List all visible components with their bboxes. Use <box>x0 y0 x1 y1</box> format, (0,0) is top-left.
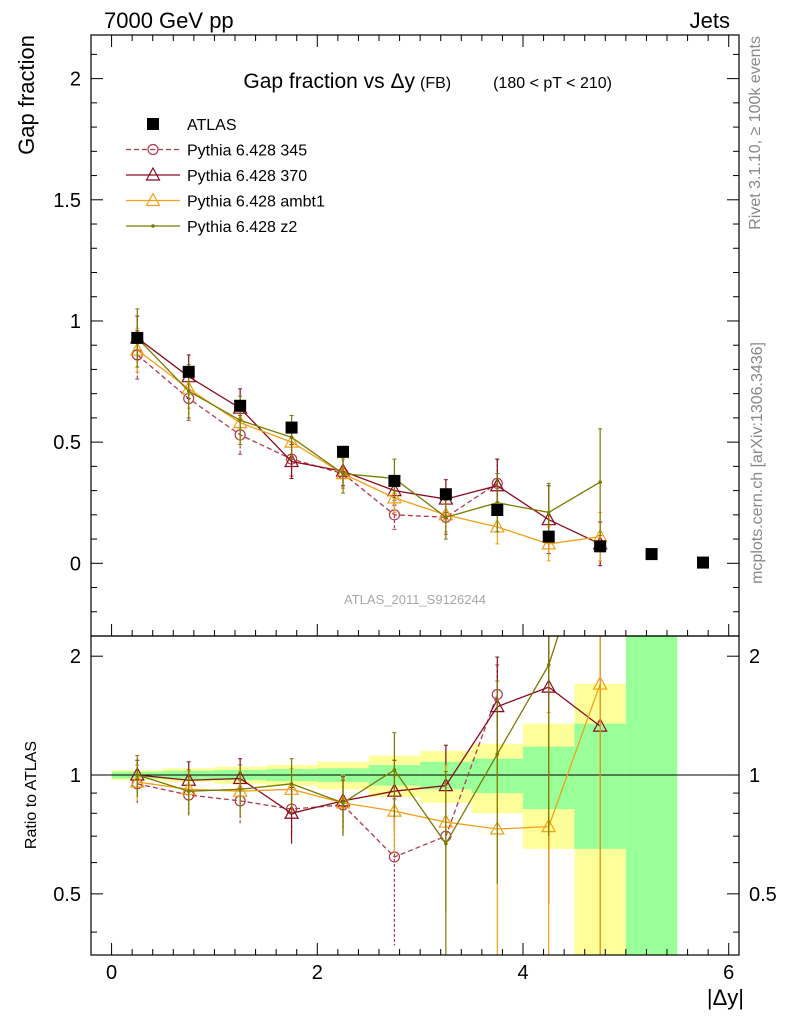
data-marker <box>131 331 144 344</box>
data-marker <box>439 488 452 501</box>
series-atlas <box>131 331 709 569</box>
y-tick-label: 1.5 <box>53 190 81 212</box>
header-left: 7000 GeV pp <box>104 8 234 33</box>
series-pythia-6-428-ambt1 <box>129 327 608 562</box>
series-line <box>136 349 601 545</box>
title-suffix: (FB) <box>420 75 451 92</box>
data-marker <box>135 773 140 777</box>
legend-item: Pythia 6.428 370 <box>126 166 307 185</box>
watermark: ATLAS_2011_S9126244 <box>344 592 486 607</box>
data-marker <box>546 510 551 515</box>
bottom-ylabel: Ratio to ATLAS <box>23 741 40 849</box>
series-line <box>136 337 601 518</box>
top-ylabel: Gap fraction <box>14 35 39 155</box>
data-marker <box>594 540 607 553</box>
data-marker <box>238 418 242 423</box>
bottom-frame <box>90 635 740 956</box>
legend-label: Pythia 6.428 370 <box>187 168 307 185</box>
data-marker <box>697 556 709 569</box>
data-marker <box>151 224 155 228</box>
data-marker <box>592 675 608 690</box>
ratio-tick-label-right: 0.5 <box>749 884 777 906</box>
y-tick-label: 2 <box>70 69 81 91</box>
data-marker <box>341 801 345 805</box>
y-tick-label: 1 <box>70 311 81 333</box>
data-marker <box>341 471 345 476</box>
data-marker <box>182 365 195 378</box>
legend-item: Pythia 6.428 ambt1 <box>126 192 325 211</box>
y-tick-label: 0 <box>70 553 81 575</box>
data-marker <box>186 789 191 793</box>
data-marker <box>386 489 402 504</box>
mcplots-label: mcplots.cern.ch [arXiv:1306.3436] <box>749 342 766 584</box>
header-right: Jets <box>690 8 730 33</box>
data-marker <box>289 782 294 786</box>
ratio-tick-label-right: 2 <box>749 646 760 668</box>
data-marker <box>541 535 557 550</box>
data-marker <box>284 453 300 468</box>
data-marker <box>444 515 448 520</box>
legend-item: Pythia 6.428 z2 <box>126 219 297 236</box>
series-pythia-6-428-370 <box>129 315 608 567</box>
x-tick-label: 2 <box>312 962 323 984</box>
x-tick-label: 4 <box>517 962 528 984</box>
x-axis-label: |Δy| <box>707 985 744 1010</box>
legend-label: Pythia 6.428 345 <box>187 143 307 160</box>
data-marker <box>495 752 500 756</box>
legend-label: Pythia 6.428 ambt1 <box>187 194 325 211</box>
data-marker <box>645 548 658 561</box>
data-marker <box>546 663 551 667</box>
data-marker <box>444 841 448 846</box>
data-marker <box>186 389 191 394</box>
x-tick-label: 0 <box>106 962 117 984</box>
rivet-label: Rivet 3.1.10, ≥ 100k events <box>747 36 764 230</box>
data-marker <box>542 530 555 543</box>
title-range: (180 < pT < 210) <box>493 75 612 92</box>
data-marker <box>598 480 602 484</box>
ratio-line <box>137 636 559 845</box>
legend-item: ATLAS <box>147 117 237 134</box>
data-marker <box>147 143 159 156</box>
ratio-series-pythia-6-428-z2 <box>135 636 603 955</box>
ratio-series-pythia-6-428-345 <box>131 664 503 946</box>
data-marker <box>491 503 504 516</box>
data-marker <box>337 445 349 458</box>
ratio-tick-label: 2 <box>70 646 81 668</box>
data-marker <box>289 435 294 440</box>
data-marker <box>147 118 159 130</box>
series-line <box>136 337 601 545</box>
legend-label: Pythia 6.428 z2 <box>187 219 297 236</box>
data-marker <box>145 166 161 181</box>
title-main: Gap fraction vs Δy <box>243 70 415 93</box>
data-marker <box>145 192 161 207</box>
ratio-tick-label-right: 1 <box>749 765 760 787</box>
data-marker <box>495 500 500 505</box>
series-layer <box>129 308 709 955</box>
data-marker <box>234 399 247 412</box>
ratio-tick-label: 0.5 <box>53 884 81 906</box>
legend-item: Pythia 6.428 345 <box>126 143 307 160</box>
data-marker <box>238 787 242 792</box>
legend: ATLAS Pythia 6.428 345 Pythia 6.428 370 Pyt… <box>126 117 325 236</box>
data-marker <box>285 421 298 434</box>
y-tick-label: 0.5 <box>53 432 81 454</box>
ratio-tick-label: 1 <box>70 765 81 787</box>
data-marker <box>284 805 300 819</box>
x-tick-label: 6 <box>723 962 734 984</box>
series-pythia-6-428-z2 <box>135 308 603 542</box>
top-series-group <box>129 308 709 569</box>
legend-label: ATLAS <box>187 117 237 134</box>
ratio-line <box>137 686 601 814</box>
ratio-series-group <box>129 636 608 955</box>
data-marker <box>392 768 397 772</box>
axes-layer: 0 0.5 1 1.5 2 0 2 4 6 0.5 0.5 1 1 2 2 <box>53 34 777 984</box>
data-marker <box>388 474 401 487</box>
chart-title: Gap fraction vs Δy (FB) (180 < pT < 210) <box>243 70 612 93</box>
band-green <box>625 636 678 955</box>
